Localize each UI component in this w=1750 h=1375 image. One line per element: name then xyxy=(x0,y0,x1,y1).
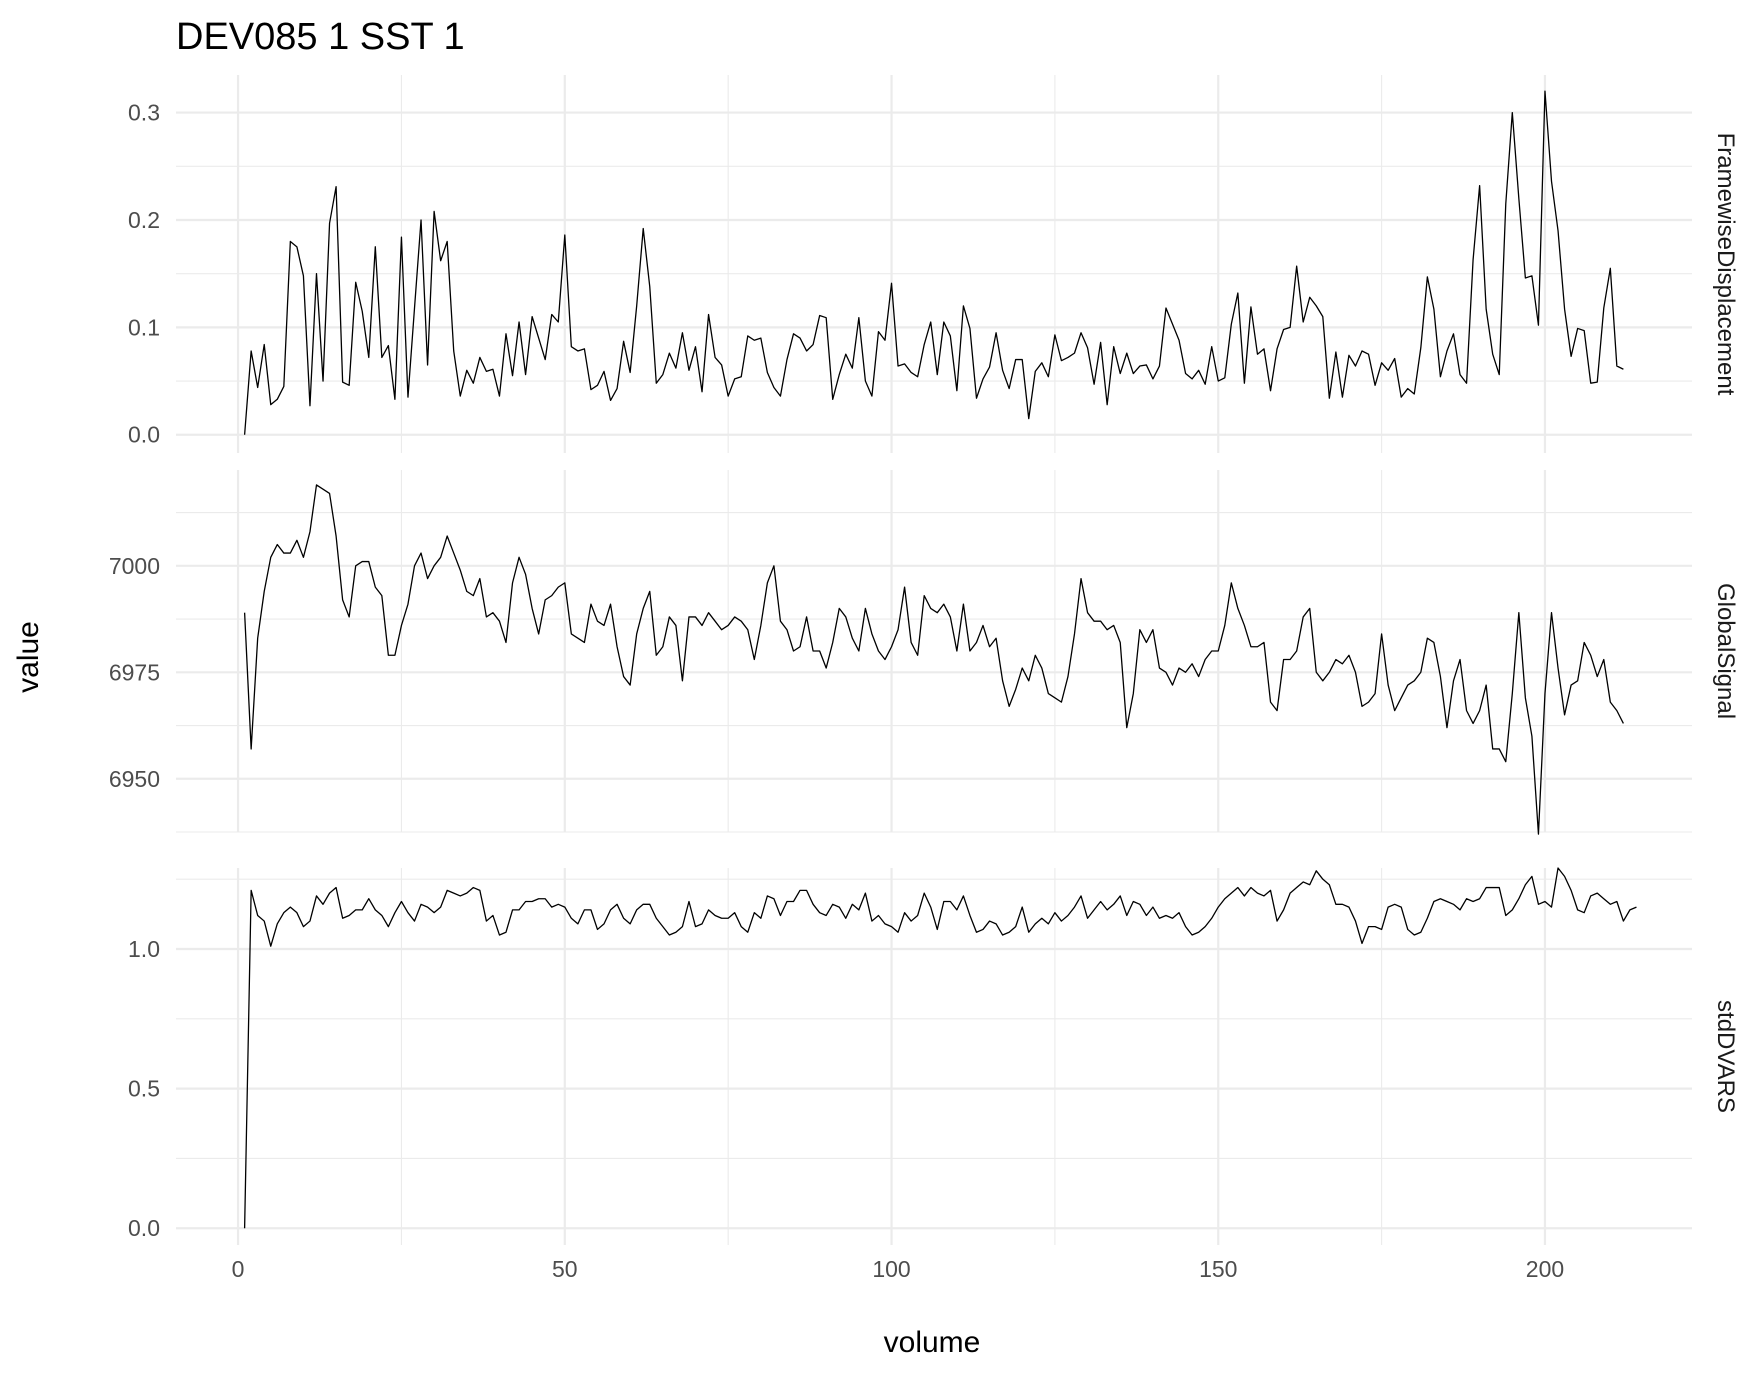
x-tick-label: 0 xyxy=(232,1256,245,1282)
strip-label: GlobalSignal xyxy=(1712,583,1739,719)
y-tick-label: 0.5 xyxy=(128,1076,160,1102)
x-tick-label: 150 xyxy=(1199,1256,1237,1282)
strip-label: FramewiseDisplacement xyxy=(1712,133,1739,396)
panels-group: 0.0 0.1 0.2 0.3 FramewiseDisplacement 6950 697… xyxy=(109,75,1739,1245)
y-axis-title: value xyxy=(12,621,45,693)
y-tick-label: 0.1 xyxy=(128,314,160,340)
panel-1: 0.0 0.1 0.2 0.3 FramewiseDisplacement xyxy=(128,75,1739,453)
series-line-stdDVARS xyxy=(243,867,1637,1229)
y-tick-label: 0.0 xyxy=(128,1215,160,1241)
y-tick-label: 6950 xyxy=(109,766,160,792)
x-axis: 0 50 100 150 200 xyxy=(232,1256,1564,1282)
panel-2: 6950 6975 7000 GlobalSignal xyxy=(109,470,1739,835)
panel-3: 0.0 0.5 1.0 stdDVARS xyxy=(128,867,1739,1245)
series-line-FramewiseDisplacement xyxy=(243,90,1624,435)
x-tick-label: 50 xyxy=(552,1256,578,1282)
y-tick-label: 0.2 xyxy=(128,207,160,233)
y-tick-label: 0.3 xyxy=(128,100,160,126)
y-tick-label: 7000 xyxy=(109,553,160,579)
x-tick-label: 200 xyxy=(1526,1256,1564,1282)
x-axis-title: volume xyxy=(884,1326,981,1359)
x-tick-label: 100 xyxy=(872,1256,910,1282)
y-tick-label: 1.0 xyxy=(128,936,160,962)
strip-label: stdDVARS xyxy=(1712,1000,1739,1113)
y-tick-label: 0.0 xyxy=(128,422,160,448)
y-tick-label: 6975 xyxy=(109,659,160,685)
chart-title: DEV085 1 SST 1 xyxy=(176,16,465,58)
series-line-GlobalSignal xyxy=(243,484,1624,835)
